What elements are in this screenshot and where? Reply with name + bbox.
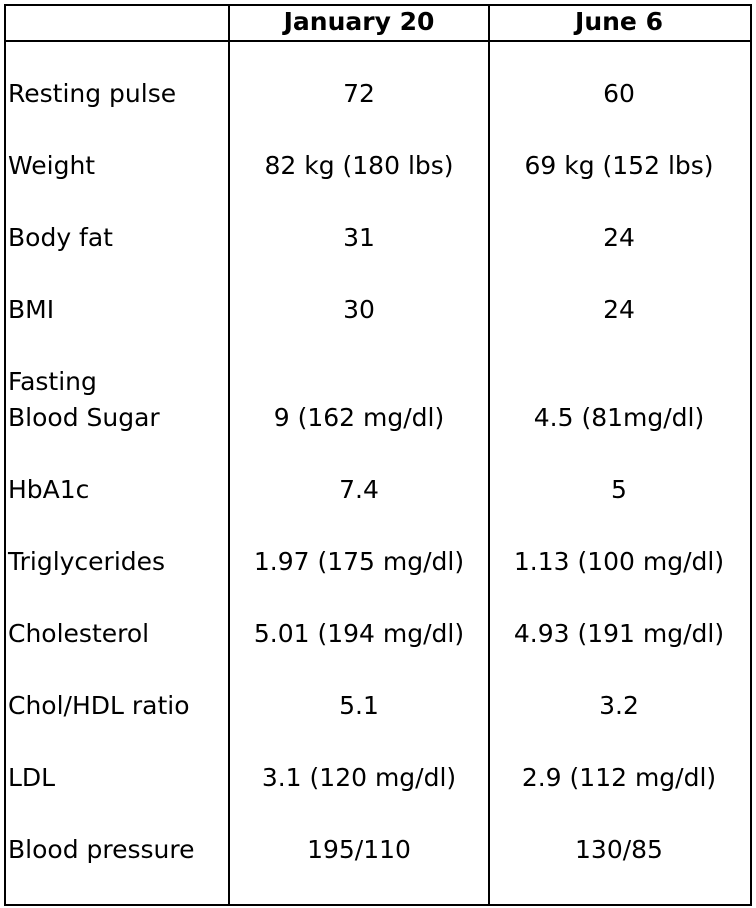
row-label: Chol/HDL ratio bbox=[8, 691, 190, 720]
row-label: LDL bbox=[8, 763, 56, 792]
cell-value: 1.97 (175 mg/dl) bbox=[253, 547, 465, 576]
header-divider bbox=[4, 40, 750, 42]
cell-value: 5.01 (194 mg/dl) bbox=[253, 619, 465, 648]
cell-value: 24 bbox=[603, 295, 635, 324]
cell-value: 5.1 bbox=[339, 691, 379, 720]
cell-value: 130/85 bbox=[575, 835, 663, 864]
cell-value: 30 bbox=[343, 295, 375, 324]
row-label: Cholesterol bbox=[8, 619, 150, 648]
cell-value: 195/110 bbox=[307, 835, 411, 864]
row-label: BMI bbox=[8, 295, 55, 324]
cell-value: 60 bbox=[603, 79, 635, 108]
row-label: Body fat bbox=[8, 223, 113, 252]
row-label: HbA1c bbox=[8, 475, 90, 504]
column-header: June 6 bbox=[575, 7, 663, 36]
row-label: Blood pressure bbox=[8, 835, 195, 864]
column-header: January 20 bbox=[283, 7, 435, 36]
cell-value: 72 bbox=[343, 79, 375, 108]
cell-value: 31 bbox=[343, 223, 375, 252]
cell-value: 5 bbox=[611, 475, 627, 504]
row-label: Weight bbox=[8, 151, 96, 180]
cell-value: 2.9 (112 mg/dl) bbox=[521, 763, 717, 792]
cell-value: 3.2 bbox=[599, 691, 639, 720]
row-label: Triglycerides bbox=[8, 547, 166, 576]
cell-value: 7.4 bbox=[339, 475, 379, 504]
row-label: Resting pulse bbox=[8, 79, 177, 108]
column-divider bbox=[488, 4, 490, 904]
cell-value: 9 (162 mg/dl) bbox=[273, 403, 445, 432]
cell-value: 69 kg (152 lbs) bbox=[524, 151, 714, 180]
column-divider bbox=[228, 4, 230, 904]
row-label: Fasting Blood Sugar bbox=[8, 367, 160, 432]
cell-value: 82 kg (180 lbs) bbox=[264, 151, 454, 180]
cell-value: 4.93 (191 mg/dl) bbox=[513, 619, 725, 648]
cell-value: 4.5 (81mg/dl) bbox=[533, 403, 705, 432]
cell-value: 3.1 (120 mg/dl) bbox=[261, 763, 457, 792]
cell-value: 1.13 (100 mg/dl) bbox=[513, 547, 725, 576]
cell-value: 24 bbox=[603, 223, 635, 252]
table-border bbox=[4, 4, 752, 906]
